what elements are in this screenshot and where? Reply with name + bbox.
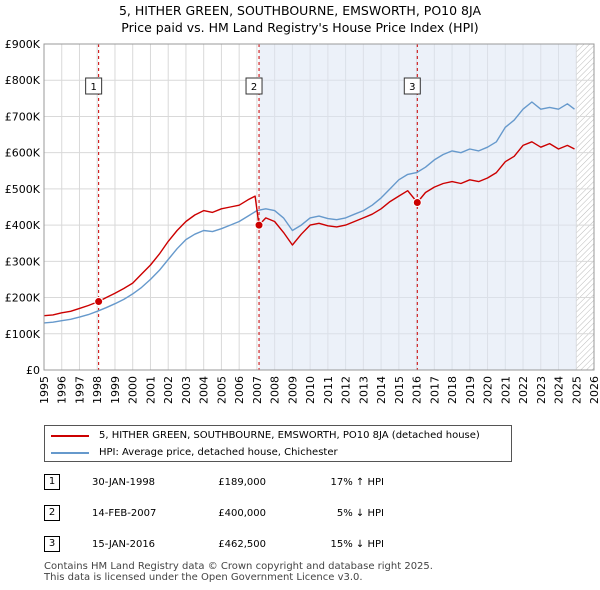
transaction-date: 15-JAN-2016 [92,539,156,550]
transaction-hpi-diff: 5% ↓ HPI [336,508,384,519]
x-tick-label: 2001 [144,376,157,404]
transaction-hpi-diff: 15% ↓ HPI [330,539,384,550]
transaction-flag-label: 3 [409,82,415,93]
ownership-band [259,44,418,370]
ownership-band [417,44,577,370]
x-tick-label: 2005 [215,376,228,404]
x-tick-label: 2019 [464,376,477,404]
transaction-price: £189,000 [218,477,266,488]
chart-title: 5, HITHER GREEN, SOUTHBOURNE, EMSWORTH, … [118,3,482,18]
transaction-row: 3 15-JAN-2016 £462,500 15% ↓ HPI [0,535,600,555]
transaction-flag-label: 2 [251,82,257,93]
transaction-point [412,197,422,207]
legend-label-property: 5, HITHER GREEN, SOUTHBOURNE, EMSWORTH, … [99,430,480,441]
x-tick-label: 2003 [180,376,193,404]
x-tick-label: 2025 [570,376,583,404]
price-chart: £0 £100K £200K £300K £400K £500K £600K £700K £80… [5,38,600,404]
y-tick-label: £700K [5,110,41,123]
y-tick-label: £200K [5,292,41,305]
x-tick-label: 2013 [357,376,370,404]
transaction-marker: 2 [44,505,60,521]
projection-region [576,44,594,370]
x-tick-label: 1995 [38,376,51,404]
x-tick-label: 2024 [553,376,566,404]
x-tick-label: 2004 [198,376,211,404]
x-tick-label: 2022 [517,376,530,404]
x-tick-label: 2000 [127,376,140,404]
x-tick-label: 2002 [162,376,175,404]
x-tick-label: 1998 [91,376,104,404]
footer-copyright: Contains HM Land Registry data © Crown c… [44,561,433,572]
series-line-hpi [43,101,575,324]
transaction-row: 1 30-JAN-1998 £189,000 17% ↑ HPI [0,473,600,493]
transaction-point [94,297,104,307]
x-tick-label: 2018 [446,376,459,404]
y-tick-label: £800K [5,74,41,87]
x-tick-label: 2023 [535,376,548,404]
transaction-date: 14-FEB-2007 [92,508,157,519]
footer-license: This data is licensed under the Open Gov… [44,572,363,583]
x-tick-label: 2008 [269,376,282,404]
series-line-property [43,141,575,317]
transaction-point [254,220,264,230]
x-tick-label: 2016 [411,376,424,404]
legend-swatch-hpi [51,452,89,454]
transaction-flag-label: 1 [90,82,96,93]
chart-legend: 5, HITHER GREEN, SOUTHBOURNE, EMSWORTH, … [44,425,512,462]
transaction-price: £400,000 [218,508,266,519]
x-tick-label: 2026 [588,376,600,404]
transaction-marker: 3 [44,536,60,552]
x-tick-label: 2010 [304,376,317,404]
transaction-flag [403,77,421,95]
y-tick-label: £400K [5,219,41,232]
x-tick-label: 1999 [109,376,122,404]
chart-subtitle: Price paid vs. HM Land Registry's House … [121,20,479,35]
x-tick-label: 2009 [286,376,299,404]
x-tick-label: 2011 [322,376,335,404]
legend-label-hpi: HPI: Average price, detached house, Chic… [99,447,338,458]
x-tick-label: 1997 [73,376,86,404]
y-tick-label: £300K [5,255,41,268]
y-tick-label: £500K [5,183,41,196]
transaction-hpi-diff: 17% ↑ HPI [330,477,384,488]
y-tick-label: £900K [5,38,41,51]
transaction-marker: 1 [44,474,60,490]
x-tick-label: 2006 [233,376,246,404]
footer-attribution: Contains HM Land Registry data © Crown c… [44,561,433,583]
transaction-date: 30-JAN-1998 [92,477,156,488]
x-tick-label: 2012 [340,376,353,404]
x-tick-label: 2017 [428,376,441,404]
x-tick-label: 2015 [393,376,406,404]
x-tick-label: 1996 [56,376,69,404]
x-tick-label: 2014 [375,376,388,404]
transaction-price: £462,500 [218,539,266,550]
legend-swatch-property [51,435,89,437]
x-tick-label: 2021 [499,376,512,404]
transaction-flag [85,77,103,95]
y-tick-label: £100K [5,328,41,341]
y-tick-label: £600K [5,147,41,160]
x-tick-label: 2020 [482,376,495,404]
x-tick-label: 2007 [251,376,264,404]
plot-frame [43,43,595,371]
y-tick-label: £0 [26,364,40,377]
transaction-row: 2 14-FEB-2007 £400,000 5% ↓ HPI [0,504,600,524]
transaction-flag [245,77,263,95]
